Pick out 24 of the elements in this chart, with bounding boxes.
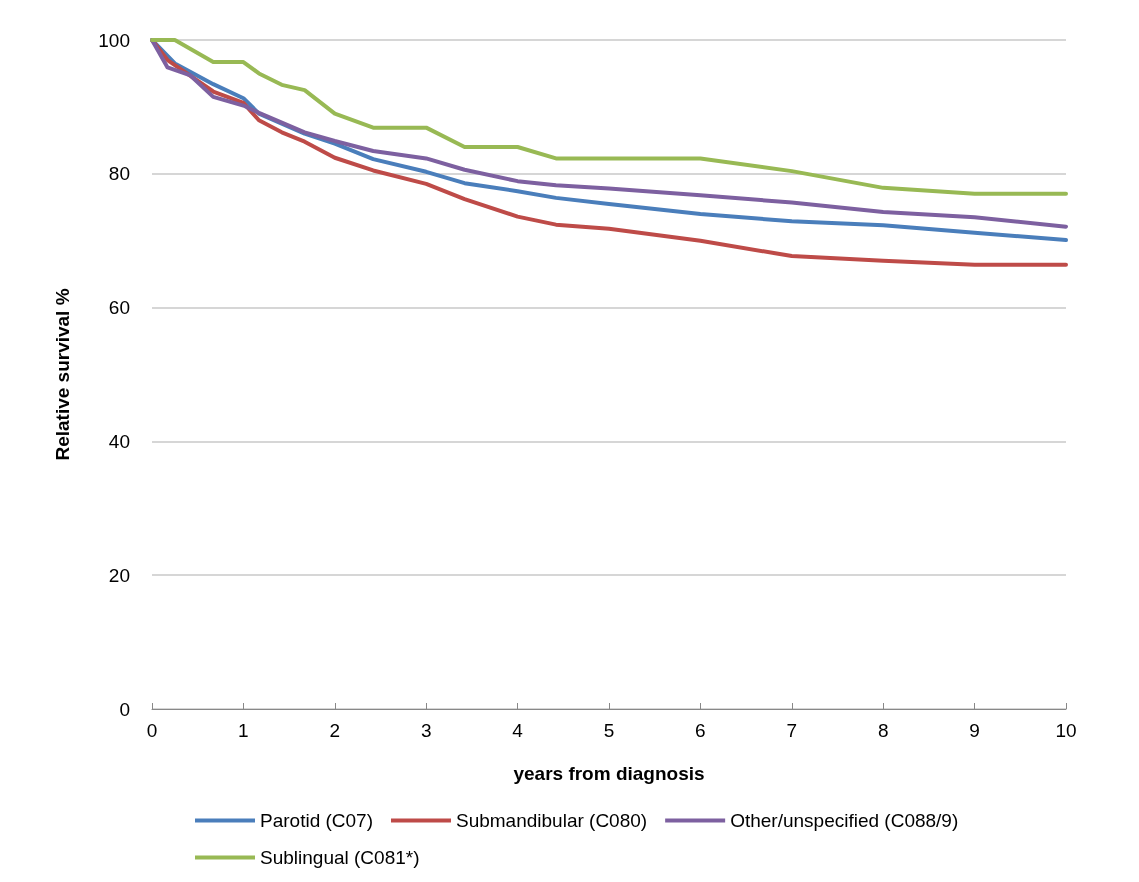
x-tick-label: 9: [969, 720, 980, 741]
x-tick-label: 8: [877, 720, 889, 741]
line-series: [150, 38, 1068, 196]
x-tick-label: 1: [238, 720, 249, 741]
x-tick-label: 6: [695, 720, 706, 741]
y-axis-title: Relative survival %: [52, 288, 73, 461]
x-tick-label: 10: [1055, 720, 1077, 741]
legend-label: Sublingual (C081*): [260, 847, 420, 868]
y-tick-label: 0: [119, 698, 130, 720]
x-tick-label: 7: [786, 720, 798, 741]
y-tick-label: 60: [108, 297, 130, 319]
x-tick-label: 5: [603, 720, 615, 741]
legend-label: Other/unspecified (C088/9): [730, 810, 959, 831]
x-tick-label: 3: [420, 720, 432, 741]
x-axis-title: years from diagnosis: [513, 763, 705, 784]
x-tick-label: 4: [512, 720, 524, 741]
x-tick-label: 2: [329, 720, 341, 741]
x-tick-label: 0: [146, 720, 158, 741]
legend-label: Parotid (C07): [260, 810, 373, 831]
legend-label: Submandibular (C080): [455, 810, 648, 831]
y-tick-label: 100: [98, 29, 130, 51]
y-tick-label: 20: [108, 564, 130, 586]
y-tick-label: 80: [108, 163, 130, 185]
y-tick-label: 40: [108, 430, 130, 452]
